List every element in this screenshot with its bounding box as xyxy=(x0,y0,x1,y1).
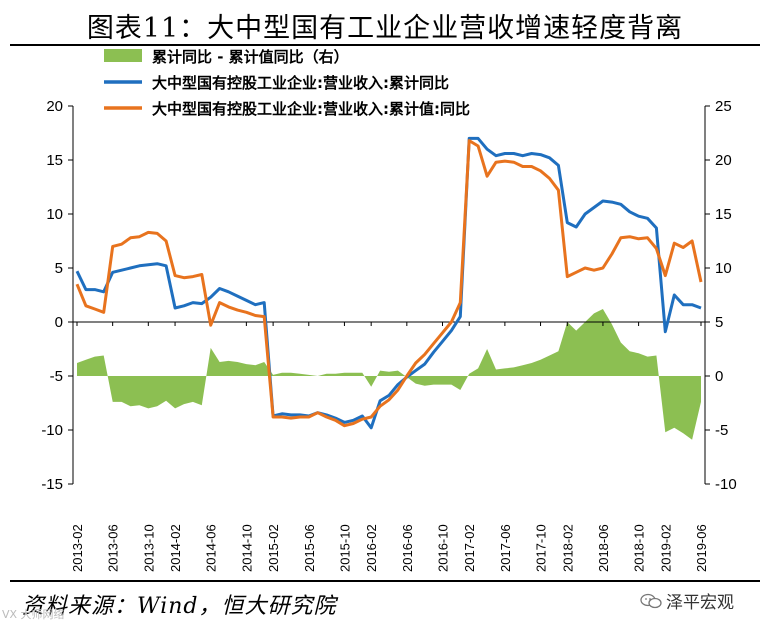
x-tick-label: 2018-02 xyxy=(560,524,575,572)
y-right-tick-label: 15 xyxy=(715,206,732,223)
legend-label: 大中型国有控股工业企业:营业收入:累计同比 xyxy=(152,74,449,92)
x-tick-label: 2013-06 xyxy=(106,524,121,572)
legend-swatch-area xyxy=(104,49,142,62)
watermark: VX 大师网络 xyxy=(2,608,65,621)
chart-title: 图表11：大中型国有工业企业营收增速轻度背离 xyxy=(86,13,684,44)
x-tick-label: 2017-06 xyxy=(498,524,513,572)
y-right-tick-label: 5 xyxy=(715,314,723,331)
x-tick-label: 2013-10 xyxy=(141,524,156,572)
x-tick-label: 2013-02 xyxy=(70,524,85,572)
x-tick-label: 2018-10 xyxy=(632,524,647,572)
x-tick-label: 2014-02 xyxy=(168,524,183,572)
y-left-tick-label: -15 xyxy=(41,476,63,493)
x-tick-label: 2019-06 xyxy=(694,524,709,572)
x-tick-label: 2014-06 xyxy=(204,524,219,572)
title-underline xyxy=(10,44,760,46)
x-tick-label: 2017-10 xyxy=(534,524,549,572)
series-line xyxy=(75,139,703,428)
diff-area xyxy=(77,309,701,440)
brand-mark: 泽平宏观 xyxy=(640,588,734,613)
diff-area-series xyxy=(77,309,701,440)
line-series xyxy=(75,136,703,430)
y-left-tick-label: 10 xyxy=(46,206,63,223)
x-tick-label: 2019-02 xyxy=(658,524,673,572)
y-left-tick-label: 0 xyxy=(55,314,63,331)
y-left-tick-label: -5 xyxy=(50,368,63,385)
legend-label: 累计同比 - 累计值同比（右） xyxy=(152,48,349,66)
source-note: 资料来源：Wind，恒大研究院 xyxy=(22,594,337,619)
axes: -15 -10 -5 0 5 10 15 20 -10 -5 0 5 10 15 20 25 2013-02 20… xyxy=(41,98,736,572)
x-tick-label: 2016-02 xyxy=(364,524,379,572)
x-tick-label: 2015-02 xyxy=(266,524,281,572)
x-tick-label: 2015-06 xyxy=(302,524,317,572)
x-tick-label: 2015-10 xyxy=(337,524,352,572)
y-right-tick-label: 0 xyxy=(715,368,723,385)
y-right-tick-label: 25 xyxy=(715,98,732,115)
series-line xyxy=(75,136,702,430)
y-right-tick-label: 10 xyxy=(715,260,732,277)
x-tick-label: 2016-06 xyxy=(400,524,415,572)
source-rule xyxy=(10,580,760,582)
y-right-tick-label: 20 xyxy=(715,152,732,169)
y-left-tick-label: 15 xyxy=(46,152,63,169)
x-tick-label: 2016-10 xyxy=(435,524,450,572)
y-right-tick-label: -10 xyxy=(715,476,737,493)
x-tick-label: 2017-02 xyxy=(462,524,477,572)
y-right-tick-label: -5 xyxy=(715,422,728,439)
brand-name: 泽平宏观 xyxy=(666,593,734,613)
wechat-icon xyxy=(640,593,662,608)
x-tick-label: 2014-10 xyxy=(239,524,254,572)
x-tick-label: 2018-06 xyxy=(596,524,611,572)
y-left-tick-label: -10 xyxy=(41,422,63,439)
y-left-tick-label: 20 xyxy=(46,98,63,115)
legend-label: 大中型国有控股工业企业:营业收入:累计值:同比 xyxy=(152,100,470,118)
y-left-tick-label: 5 xyxy=(55,260,63,277)
legend: 累计同比 - 累计值同比（右） 大中型国有控股工业企业:营业收入:累计同比大中型国… xyxy=(104,48,470,118)
